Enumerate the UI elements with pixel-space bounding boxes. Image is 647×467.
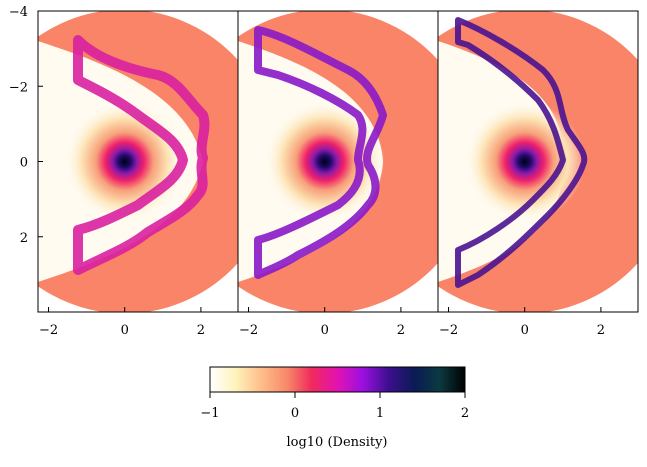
x-tick-label: 0 <box>521 323 529 338</box>
panel-2: −2 0 2 <box>237 10 439 338</box>
colorbar-label: log10 (Density) <box>286 435 387 450</box>
x-tick-label: 2 <box>597 323 605 338</box>
panel-1: −2 0 2 <box>37 10 239 338</box>
panels: −2 0 2 −2 0 2 −2 0 2 −4 −2 0 2 <box>9 5 639 338</box>
x-tick-label: 0 <box>121 323 129 338</box>
colorbar-ticks: −1 0 1 2 <box>200 392 469 421</box>
bow-shock-shell <box>455 17 588 288</box>
y-tick-label: 0 <box>20 156 28 171</box>
colorbar-tick-label: −1 <box>200 406 219 421</box>
colorbar-tick-label: 0 <box>291 406 299 421</box>
panel-frame <box>437 10 639 313</box>
panel-3: −2 0 2 <box>437 10 639 338</box>
colorbar-gradient <box>209 366 466 393</box>
bow-shock-shell <box>254 26 387 279</box>
x-tick-label: −2 <box>439 323 458 338</box>
y-axis: −4 −2 0 2 <box>9 5 43 246</box>
x-tick-label: −2 <box>39 323 58 338</box>
x-tick-label: 0 <box>321 323 329 338</box>
x-tick-label: 2 <box>197 323 205 338</box>
colorbar-tick-label: 2 <box>461 406 469 421</box>
colorbar-tick-label: 1 <box>376 406 384 421</box>
star-core <box>64 101 185 222</box>
colorbar: −1 0 1 2 log10 (Density) <box>200 366 469 450</box>
y-tick-label: 2 <box>20 231 28 246</box>
y-tick-label: −4 <box>9 5 28 20</box>
bow-shock-shell <box>73 35 210 275</box>
x-tick-label: 2 <box>397 323 405 338</box>
x-tick-label: −2 <box>239 323 258 338</box>
y-tick-label: −2 <box>9 80 28 95</box>
